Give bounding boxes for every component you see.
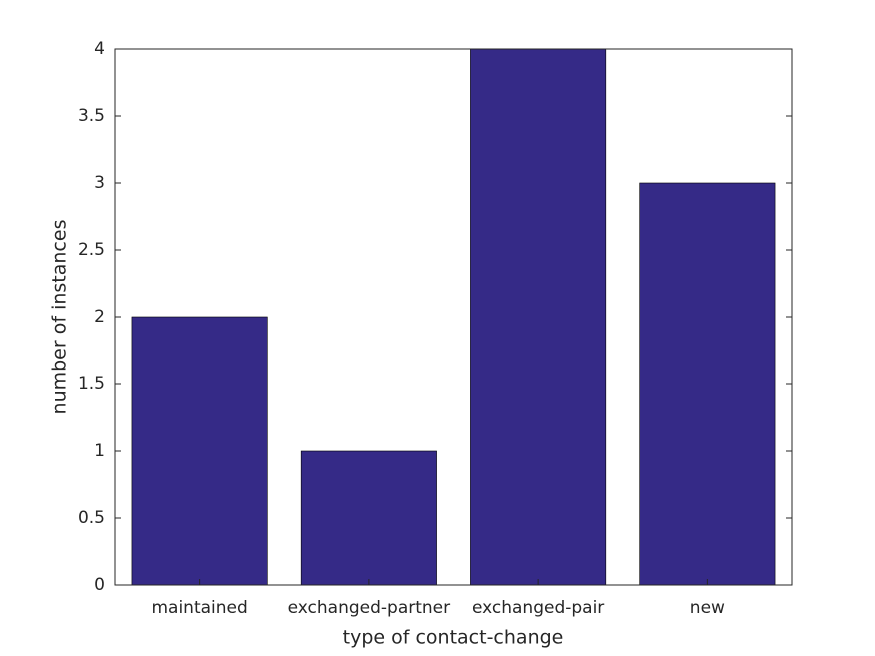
bar — [131, 316, 268, 586]
y-tick-label: 1 — [94, 441, 105, 461]
x-axis-label: type of contact-change — [343, 627, 564, 649]
y-tick-label: 3.5 — [78, 106, 105, 126]
y-tick-label: 3 — [94, 173, 105, 193]
x-tick-label: exchanged-partner — [288, 598, 451, 618]
bar — [470, 48, 607, 586]
y-tick-label: 4 — [94, 39, 105, 59]
y-tick-label: 2 — [94, 307, 105, 327]
axes-box — [114, 48, 793, 586]
x-tick-label: exchanged-pair — [472, 598, 604, 618]
y-axis-label: number of instances — [49, 220, 71, 415]
x-tick-label: new — [690, 598, 725, 618]
y-tick-label: 0.5 — [78, 508, 105, 528]
x-tick-label: maintained — [151, 598, 247, 618]
bar — [300, 450, 437, 586]
bar — [639, 182, 776, 586]
y-tick-label: 0 — [94, 575, 105, 595]
y-tick-label: 2.5 — [78, 240, 105, 260]
y-tick-label: 1.5 — [78, 374, 105, 394]
